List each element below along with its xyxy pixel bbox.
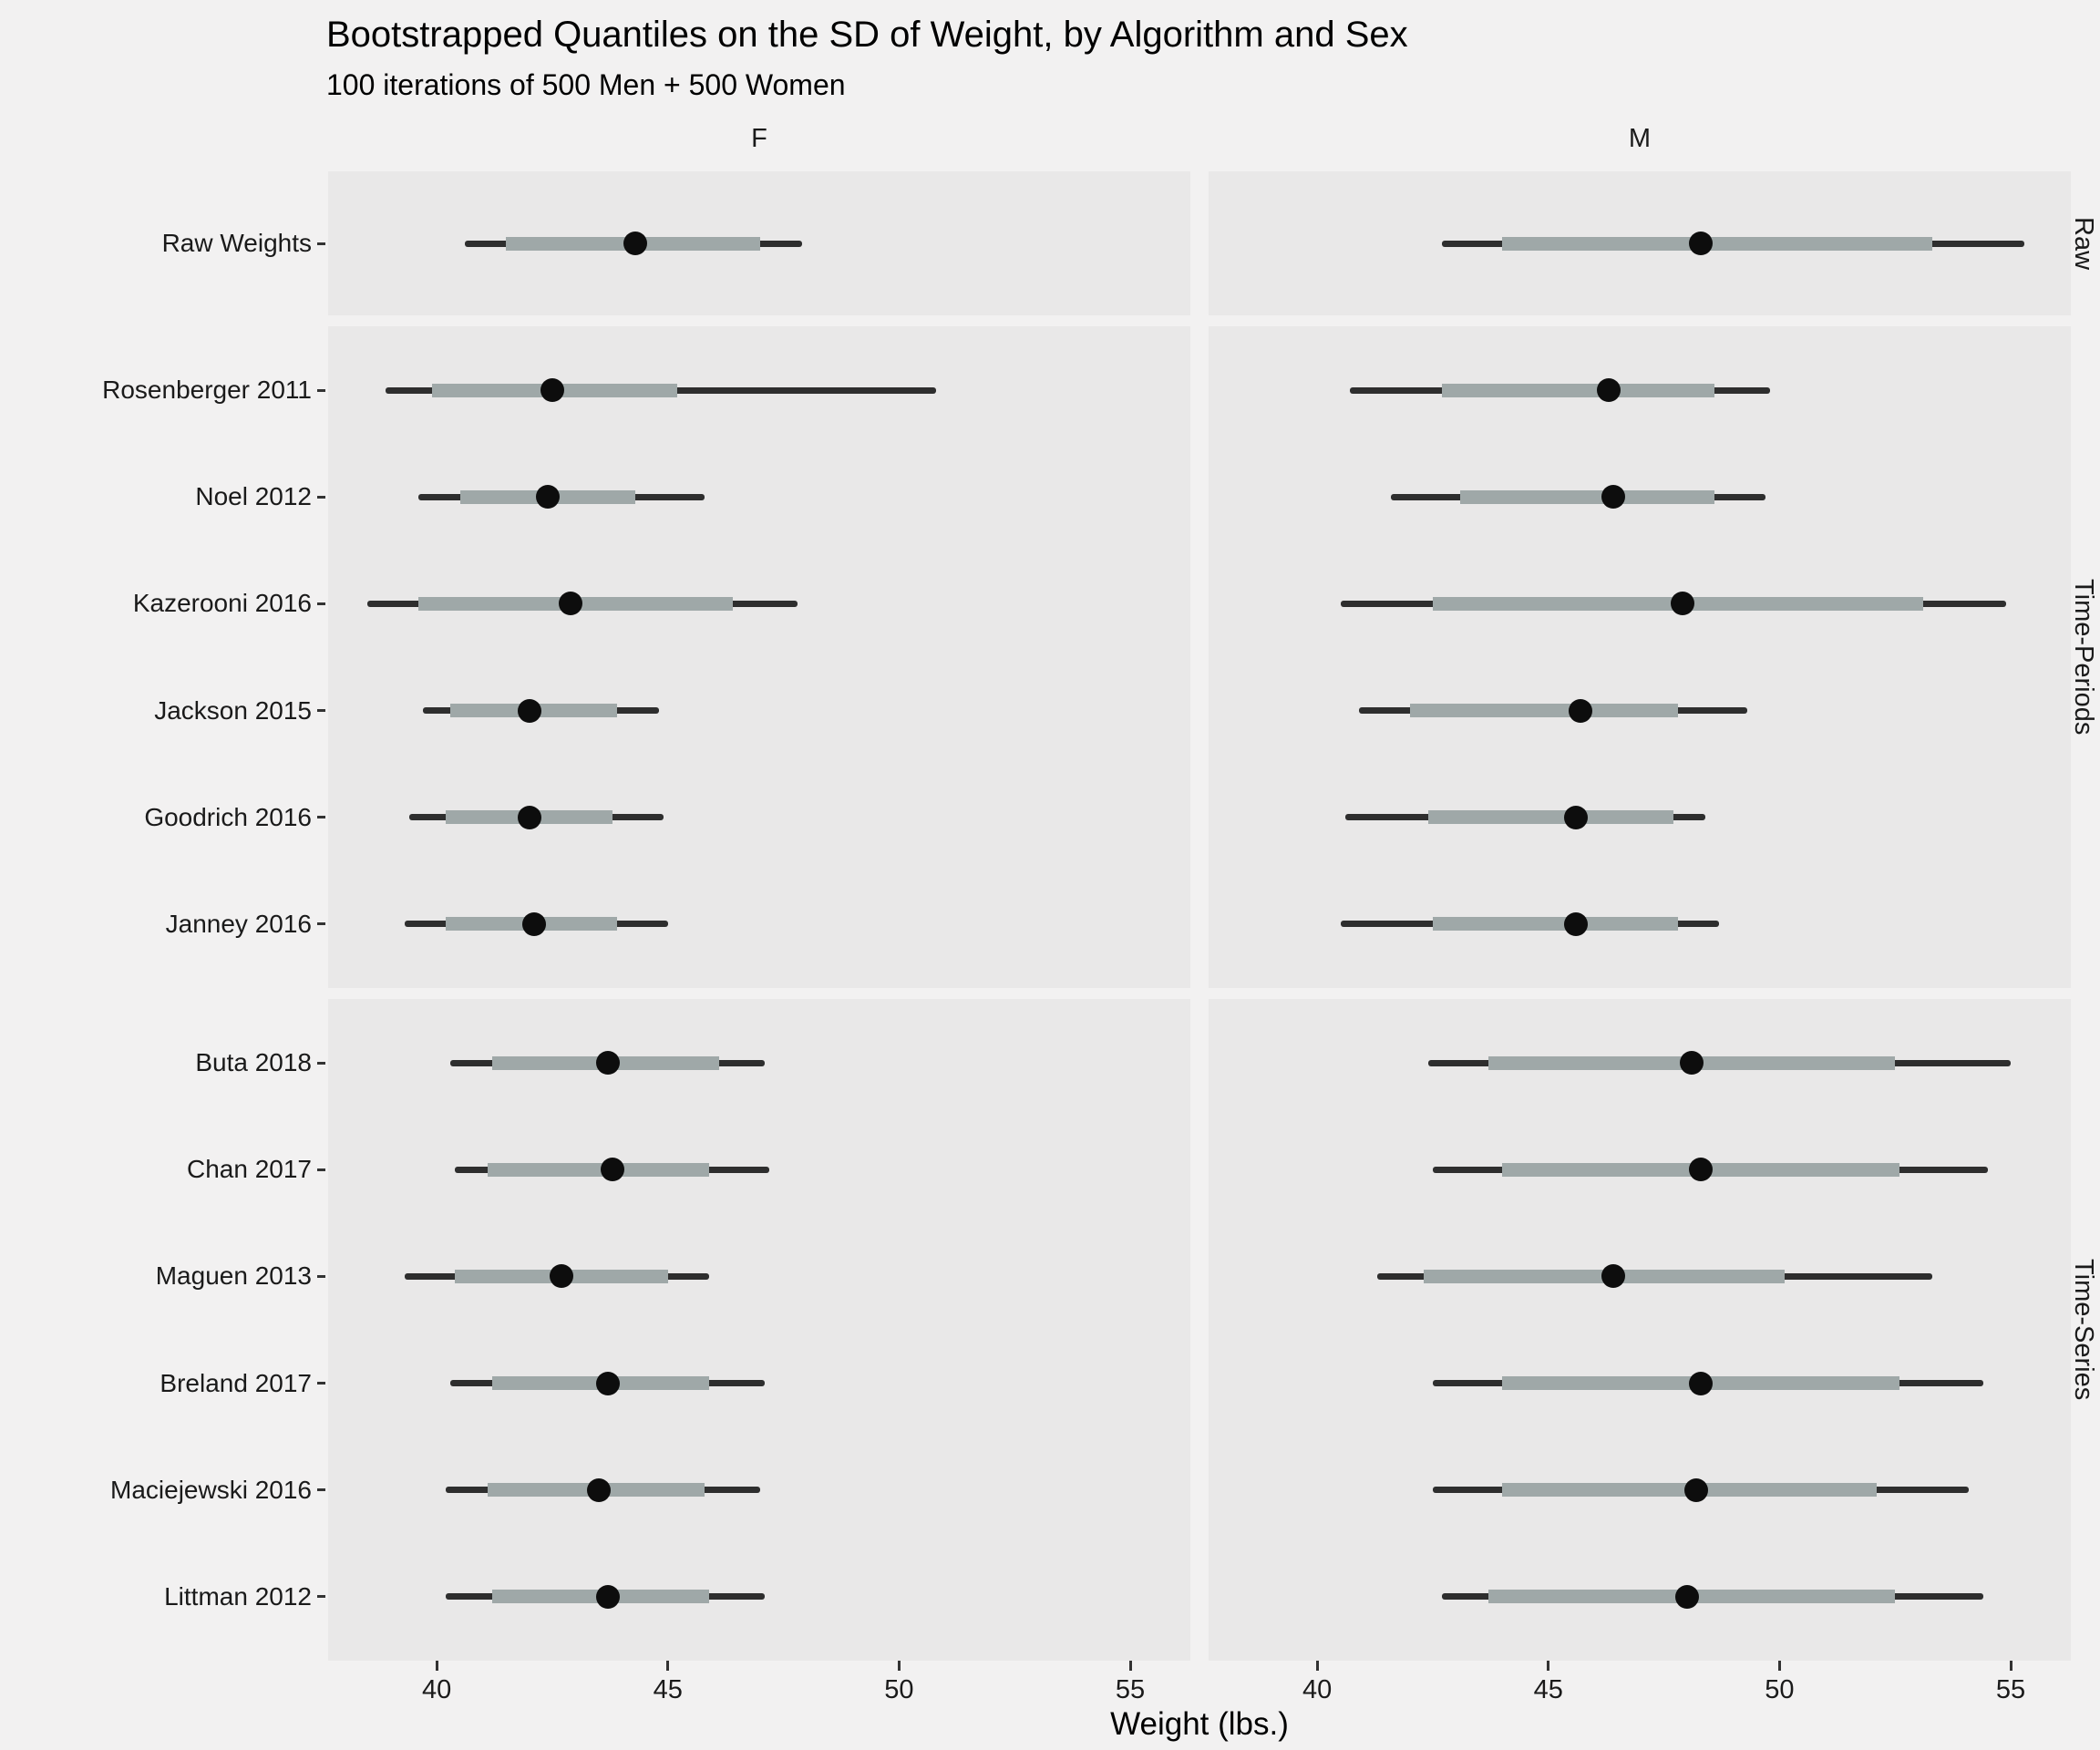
interval-point-estimate — [1670, 592, 1694, 616]
interval-inner-range — [1460, 489, 1715, 504]
y-tick-mark — [317, 922, 325, 926]
y-tick-mark — [317, 1382, 325, 1385]
interval-point-estimate — [1680, 1051, 1704, 1076]
x-tick-label: 55 — [1115, 1675, 1146, 1704]
x-tick-mark — [1128, 1661, 1132, 1671]
interval-point-estimate — [550, 1264, 574, 1289]
y-tick-mark — [317, 1274, 325, 1278]
x-tick-label: 50 — [1765, 1675, 1795, 1704]
interval-point-estimate — [595, 1584, 620, 1609]
interval-point-estimate — [535, 485, 560, 510]
interval-point-estimate — [595, 1051, 620, 1076]
interval-point-estimate — [1674, 1584, 1699, 1609]
x-axis-title: Weight (lbs.) — [1110, 1706, 1289, 1742]
facet-strip-time-series: Time-Series — [2069, 1259, 2098, 1401]
y-axis-label: Jackson 2015 — [154, 695, 312, 725]
interval-inner-range — [1442, 383, 1715, 397]
interval-inner-range — [1427, 810, 1673, 825]
interval-inner-range — [487, 1162, 710, 1177]
chart-title: Bootstrapped Quantiles on the SD of Weig… — [326, 15, 1408, 55]
y-tick-mark — [317, 816, 325, 819]
x-tick-mark — [1777, 1661, 1781, 1671]
x-tick-label: 40 — [1302, 1675, 1333, 1704]
interval-point-estimate — [1684, 1477, 1709, 1502]
interval-point-estimate — [1564, 911, 1589, 936]
y-axis-label: Maciejewski 2016 — [110, 1475, 312, 1504]
y-axis-label: Buta 2018 — [195, 1048, 312, 1077]
y-axis-label: Raw Weights — [161, 229, 312, 257]
facet-panel-time-periods-m — [1209, 326, 2071, 988]
x-tick-mark — [897, 1661, 901, 1671]
facet-panel-raw-f — [328, 171, 1190, 315]
y-axis-label: Janney 2016 — [165, 909, 312, 938]
y-axis-label: Maguen 2013 — [155, 1261, 312, 1291]
y-tick-mark — [317, 242, 325, 245]
y-axis-label: Breland 2017 — [160, 1368, 312, 1397]
x-tick-label: 55 — [1995, 1675, 2026, 1704]
y-axis-label: Chan 2017 — [186, 1155, 312, 1184]
chart-subtitle: 100 iterations of 500 Men + 500 Women — [326, 68, 846, 101]
y-tick-mark — [317, 1061, 325, 1065]
interval-point-estimate — [623, 232, 648, 255]
interval-point-estimate — [1564, 805, 1589, 829]
facet-strip-male: M — [1628, 124, 1652, 153]
facet-panel-time-periods-f — [328, 326, 1190, 988]
facet-strip-time-periods: Time-Periods — [2069, 579, 2098, 736]
interval-inner-range — [1409, 704, 1678, 718]
x-tick-mark — [2009, 1661, 2012, 1671]
y-axis-label: Kazerooni 2016 — [132, 589, 312, 618]
facet-panel-raw-m — [1209, 171, 2071, 315]
x-tick-label: 45 — [1533, 1675, 1563, 1704]
x-tick-mark — [1315, 1661, 1319, 1671]
interval-point-estimate — [521, 911, 546, 936]
interval-point-estimate — [600, 1158, 624, 1182]
x-tick-mark — [1547, 1661, 1550, 1671]
interval-point-estimate — [1601, 485, 1625, 510]
x-tick-mark — [435, 1661, 438, 1671]
y-axis-label: Goodrich 2016 — [144, 802, 312, 831]
facet-strip-female: F — [751, 124, 767, 153]
y-tick-mark — [317, 495, 325, 499]
x-tick-label: 40 — [422, 1675, 452, 1704]
interval-point-estimate — [517, 805, 541, 829]
y-axis-label: Noel 2012 — [195, 482, 312, 511]
interval-point-estimate — [1569, 698, 1593, 723]
y-tick-mark — [317, 1595, 325, 1599]
y-axis-label: Rosenberger 2011 — [102, 376, 312, 405]
interval-point-estimate — [1601, 1264, 1625, 1289]
interval-point-estimate — [559, 592, 583, 616]
facet-panel-time-series-f — [328, 999, 1190, 1661]
interval-point-estimate — [1689, 1371, 1714, 1395]
interval-point-estimate — [517, 698, 541, 723]
x-tick-label: 45 — [653, 1675, 683, 1704]
interval-point-estimate — [1689, 1158, 1714, 1182]
y-tick-mark — [317, 709, 325, 713]
x-tick-label: 50 — [884, 1675, 914, 1704]
y-tick-mark — [317, 388, 325, 392]
interval-point-estimate — [595, 1371, 620, 1395]
facet-panel-time-series-m — [1209, 999, 2071, 1661]
x-tick-mark — [666, 1661, 670, 1671]
y-tick-mark — [317, 1488, 325, 1492]
y-tick-mark — [317, 1168, 325, 1171]
y-tick-mark — [317, 602, 325, 605]
interval-point-estimate — [540, 378, 564, 403]
interval-point-estimate — [1596, 378, 1621, 403]
interval-inner-range — [1502, 236, 1932, 251]
interval-point-estimate — [1689, 232, 1714, 255]
facet-strip-raw: Raw — [2069, 216, 2098, 270]
interval-point-estimate — [586, 1477, 611, 1502]
y-axis-label: Littman 2012 — [164, 1581, 312, 1611]
interval-inner-range — [1433, 917, 1678, 932]
